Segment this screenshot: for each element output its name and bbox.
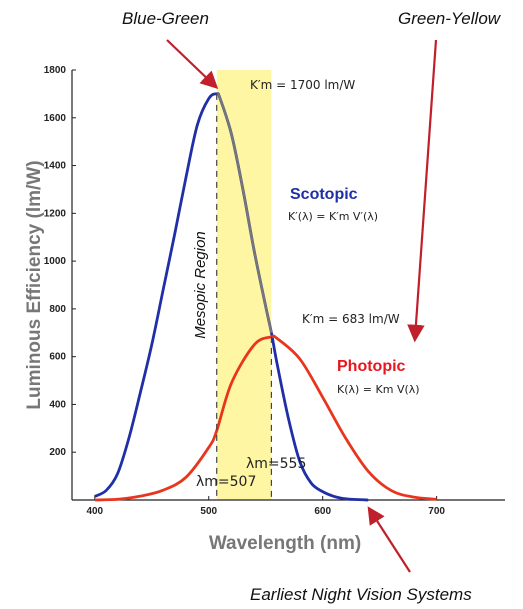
- y-tick-label: 1800: [44, 65, 67, 76]
- callout-green-yellow: Green-Yellow: [398, 9, 502, 28]
- callout-blue-green: Blue-Green: [122, 9, 209, 28]
- y-tick-label: 200: [49, 447, 66, 458]
- mesopic-label: Mesopic Region: [192, 231, 209, 339]
- x-axis-title: Wavelength (nm): [209, 533, 361, 554]
- y-tick-label: 1600: [44, 113, 67, 124]
- y-axis-title: Luminous Efficiency (lm/W): [24, 160, 45, 409]
- photopic-formula: K(λ) = Km V(λ): [337, 383, 420, 396]
- callout-night-vision: Earliest Night Vision Systems: [250, 585, 472, 604]
- y-ticks: 200 400 600 800 1000 1200 1400 1600 1800: [44, 65, 76, 458]
- arrow-blue-green: [166, 39, 219, 90]
- x-tick-label: 700: [428, 506, 445, 517]
- x-tick-label: 400: [86, 506, 103, 517]
- x-tick-label: 600: [314, 506, 331, 517]
- scotopic-overlay-segment: [215, 92, 273, 334]
- scotopic-peak-label: K′m = 1700 lm/W: [250, 78, 355, 92]
- series-line-photopic: [94, 334, 437, 502]
- photopic-peak-label: K′m = 683 lm/W: [302, 312, 400, 326]
- arrow-night-vision: [367, 506, 411, 573]
- scotopic-series-label: Scotopic: [290, 186, 358, 203]
- mesopic-band: [216, 70, 272, 500]
- y-tick-label: 600: [49, 352, 66, 363]
- y-tick-label: 800: [49, 304, 66, 315]
- y-tick-label: 400: [49, 399, 66, 410]
- scotopic-formula: K′(λ) = K′m V′(λ): [288, 210, 378, 223]
- arrow-green-yellow: [407, 39, 438, 343]
- lambda-555-label: λm=555: [246, 456, 306, 472]
- y-tick-label: 1400: [44, 161, 67, 172]
- x-tick-label: 500: [200, 506, 217, 517]
- y-tick-label: 1200: [44, 208, 67, 219]
- photopic-series-label: Photopic: [337, 358, 406, 375]
- lambda-507-label: λm=507: [196, 474, 256, 490]
- y-tick-label: 1000: [44, 256, 67, 267]
